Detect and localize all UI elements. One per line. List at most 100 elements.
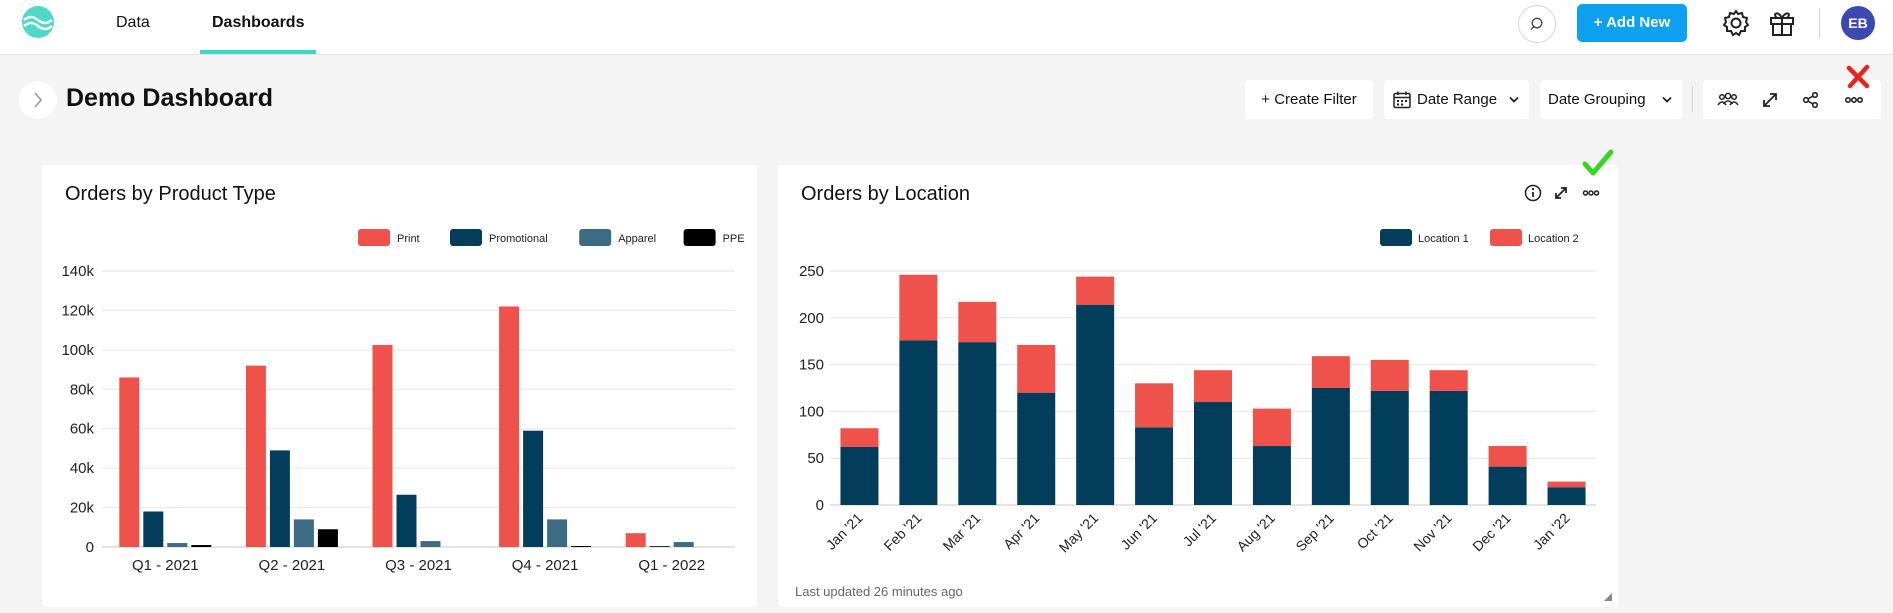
share-icon[interactable]: [1800, 89, 1822, 111]
date-range-label: Date Range: [1417, 91, 1498, 108]
toolbar-divider: [1692, 86, 1693, 112]
create-filter-label: + Create Filter: [1261, 91, 1357, 108]
y-tick-label: 150: [799, 357, 824, 374]
y-tick-label: 60k: [70, 421, 95, 438]
x-tick-label: Dec '21: [1469, 510, 1514, 555]
bar-promotional: [143, 511, 164, 547]
x-tick-label: Jun '21: [1117, 510, 1160, 553]
y-tick-label: 0: [86, 539, 94, 556]
bar-location-2: [1135, 383, 1174, 428]
x-tick-label: Oct '21: [1354, 510, 1397, 553]
bar-apparel: [420, 541, 441, 547]
bar-location-1: [1135, 427, 1174, 505]
bar-location-1: [1311, 388, 1350, 505]
bar-apparel: [547, 519, 568, 547]
settings-gear-icon[interactable]: [1719, 6, 1753, 40]
x-tick-label: Feb '21: [880, 510, 924, 554]
legend-label: Location 2: [1528, 233, 1579, 245]
nav-tab-data[interactable]: Data: [116, 14, 150, 31]
bar-location-2: [1076, 276, 1115, 305]
orders-by-location-card: Orders by Location 0 50 100 150 200 250 Jan '2…: [778, 149, 1618, 607]
bar-promotional: [523, 430, 544, 547]
bar-ppe: [571, 546, 592, 547]
bar-location-2: [1488, 446, 1527, 467]
bar-location-2: [1252, 408, 1291, 447]
x-tick-label: Q1 - 2022: [638, 557, 705, 574]
legend-swatch: [358, 229, 390, 246]
calendar-icon: [1393, 91, 1411, 109]
create-filter-button[interactable]: + Create Filter: [1245, 80, 1373, 119]
bar-location-2: [1311, 356, 1350, 388]
legend-swatch: [579, 229, 612, 246]
bar-promotional: [649, 546, 670, 547]
bar-location-2: [1429, 370, 1468, 391]
bar-location-2: [840, 428, 879, 447]
location-chart: 0 50 100 150 200 250 Jan '21 Feb '21 Mar '21 Apr …: [799, 229, 1596, 556]
app-logo-icon[interactable]: [20, 4, 56, 40]
card-title: Orders by Location: [801, 183, 970, 205]
gift-icon[interactable]: [1765, 6, 1799, 40]
x-tick-label: Aug '21: [1233, 510, 1278, 555]
search-button[interactable]: [1518, 5, 1556, 43]
date-grouping-dropdown[interactable]: Date Grouping: [1540, 80, 1682, 119]
dashboard-title: Demo Dashboard: [66, 84, 273, 112]
chevron-down-icon: [1662, 96, 1672, 103]
more-options-icon[interactable]: [1580, 182, 1602, 204]
bar-ppe: [191, 545, 212, 547]
date-grouping-label: Date Grouping: [1548, 91, 1646, 108]
chevron-right-icon: [34, 92, 43, 108]
bar-location-2: [1547, 481, 1586, 488]
y-tick-label: 100: [799, 403, 824, 420]
resize-handle-icon[interactable]: [1604, 593, 1612, 601]
nav-tab-dashboards[interactable]: Dashboards: [199, 0, 317, 55]
bar-apparel: [167, 543, 188, 547]
expand-icon[interactable]: [1759, 89, 1781, 111]
y-tick-label: 0: [816, 497, 824, 514]
info-icon[interactable]: [1522, 182, 1544, 204]
bar-location-1: [1370, 390, 1409, 505]
chevron-down-icon: [1509, 96, 1519, 103]
bar-print: [119, 377, 140, 547]
legend-label: Apparel: [618, 233, 656, 245]
bar-location-1: [840, 446, 879, 505]
date-range-dropdown[interactable]: Date Range: [1384, 80, 1529, 119]
top-navbar: Data Dashboards + Add New EB: [0, 0, 1893, 55]
bar-location-2: [1194, 370, 1232, 403]
bar-location-2: [1017, 344, 1056, 393]
x-tick-label: Jul '21: [1180, 510, 1220, 550]
expand-icon[interactable]: [1550, 182, 1572, 204]
bar-location-1: [1547, 487, 1586, 505]
x-tick-label: Q1 - 2021: [132, 557, 199, 574]
legend-swatch: [1380, 229, 1412, 246]
bar-promotional: [396, 494, 417, 547]
green-check-mark-icon: [1582, 149, 1614, 176]
x-tick-label: Apr '21: [1000, 510, 1043, 553]
legend-swatch: [683, 229, 716, 246]
legend-swatch: [1490, 229, 1522, 246]
bar-location-2: [1370, 359, 1409, 391]
bar-location-1: [1429, 390, 1468, 505]
y-tick-label: 140k: [61, 263, 94, 280]
red-x-mark-icon: [1846, 64, 1870, 89]
nav-divider: [1819, 8, 1820, 38]
y-tick-label: 80k: [70, 381, 95, 398]
users-icon[interactable]: [1717, 89, 1739, 111]
user-avatar[interactable]: EB: [1841, 6, 1875, 40]
y-tick-label: 120k: [61, 302, 94, 319]
bar-location-1: [1076, 304, 1115, 505]
x-tick-label: May '21: [1056, 510, 1102, 556]
x-tick-label: Nov '21: [1410, 510, 1455, 555]
legend-swatch: [450, 229, 482, 246]
sidebar-toggle-button[interactable]: [19, 81, 57, 119]
legend-label: Print: [397, 233, 420, 245]
x-tick-label: Jan '21: [823, 510, 866, 553]
y-tick-label: 100k: [61, 342, 94, 359]
search-icon: [1530, 17, 1543, 31]
y-tick-label: 250: [799, 263, 824, 280]
add-new-button[interactable]: + Add New: [1577, 4, 1687, 42]
bar-promotional: [269, 450, 290, 547]
product-type-chart: 0 20k 40k 60k 80k 100k 120k 140k Q1 - 2021 Q2 - 2…: [61, 229, 745, 574]
bar-location-1: [1252, 446, 1291, 505]
more-options-icon[interactable]: [1843, 89, 1865, 111]
bar-apparel: [293, 519, 314, 547]
